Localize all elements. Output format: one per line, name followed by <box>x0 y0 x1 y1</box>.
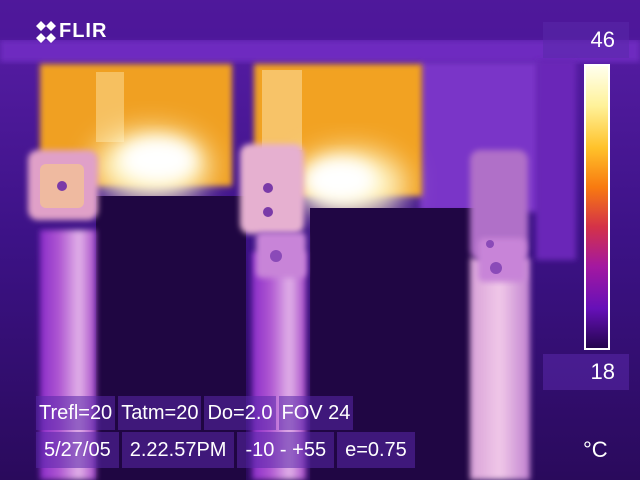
temperature-unit: °C <box>583 437 608 462</box>
capture-time: 2.22.57PM <box>121 432 235 468</box>
brand-name: FLIR <box>59 20 108 42</box>
temperature-range: -10 - +55 <box>237 432 335 468</box>
scale-min-value: 18 <box>543 354 629 390</box>
scale-max-value: 46 <box>543 22 629 58</box>
object-distance: Do=2.0 <box>204 396 276 430</box>
reflected-temperature: Trefl=20 <box>36 396 116 430</box>
flir-logo: FLIR <box>36 20 107 43</box>
field-of-view: FOV 24 <box>278 396 354 430</box>
capture-date: 5/27/05 <box>36 432 119 468</box>
flir-diamond-icon <box>36 20 56 43</box>
measurement-parameters: Trefl=20 Tatm=20 Do=2.0 FOV 24 <box>36 396 354 430</box>
status-bar: 5/27/05 2.22.57PM -10 - +55 e=0.75 <box>36 432 415 468</box>
temperature-colorbar <box>584 64 610 350</box>
atmospheric-temperature: Tatm=20 <box>118 396 202 430</box>
emissivity: e=0.75 <box>337 432 415 468</box>
